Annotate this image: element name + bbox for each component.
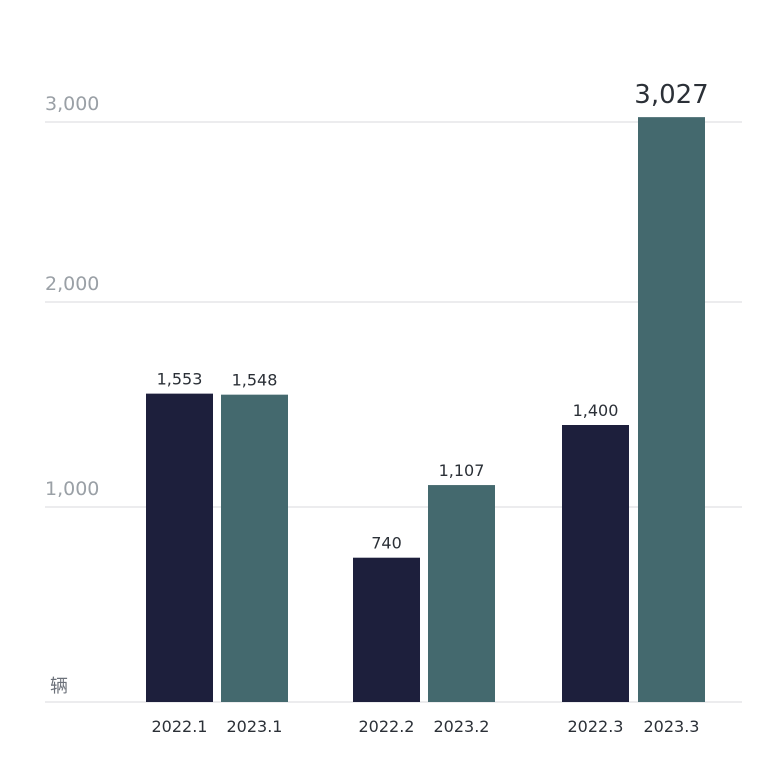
value-label: 3,027: [634, 80, 708, 110]
x-tick-label: 2023.1: [227, 717, 283, 736]
x-tick-label: 2022.2: [359, 717, 415, 736]
bar-2023.1: [221, 394, 288, 702]
bar-2022.3: [562, 425, 629, 702]
bar-2023.2: [428, 485, 495, 702]
bars: [146, 117, 705, 702]
value-labels: 1,553 1,548 740 1,107 1,400 3,027: [157, 80, 709, 553]
value-label: 1,553: [157, 370, 203, 389]
y-tick-label: 3,000: [45, 93, 99, 115]
value-label: 1,107: [439, 461, 485, 480]
x-tick-label: 2022.1: [152, 717, 208, 736]
y-tick-label: 1,000: [45, 478, 99, 500]
unit-label: 辆: [50, 676, 68, 697]
x-tick-label: 2022.3: [568, 717, 624, 736]
x-axis-labels: 2022.1 2023.1 2022.2 2023.2 2022.3 2023.3: [152, 717, 700, 736]
value-label: 1,400: [573, 401, 619, 420]
value-label: 740: [371, 534, 402, 553]
bar-2023.3: [638, 117, 705, 702]
bar-2022.1: [146, 393, 213, 702]
x-tick-label: 2023.2: [434, 717, 490, 736]
y-tick-label: 2,000: [45, 273, 99, 295]
y-axis-ticks: 1,000 2,000 3,000: [45, 93, 99, 500]
x-tick-label: 2023.3: [644, 717, 700, 736]
bar-2022.2: [353, 557, 420, 702]
value-label: 1,548: [232, 371, 278, 390]
